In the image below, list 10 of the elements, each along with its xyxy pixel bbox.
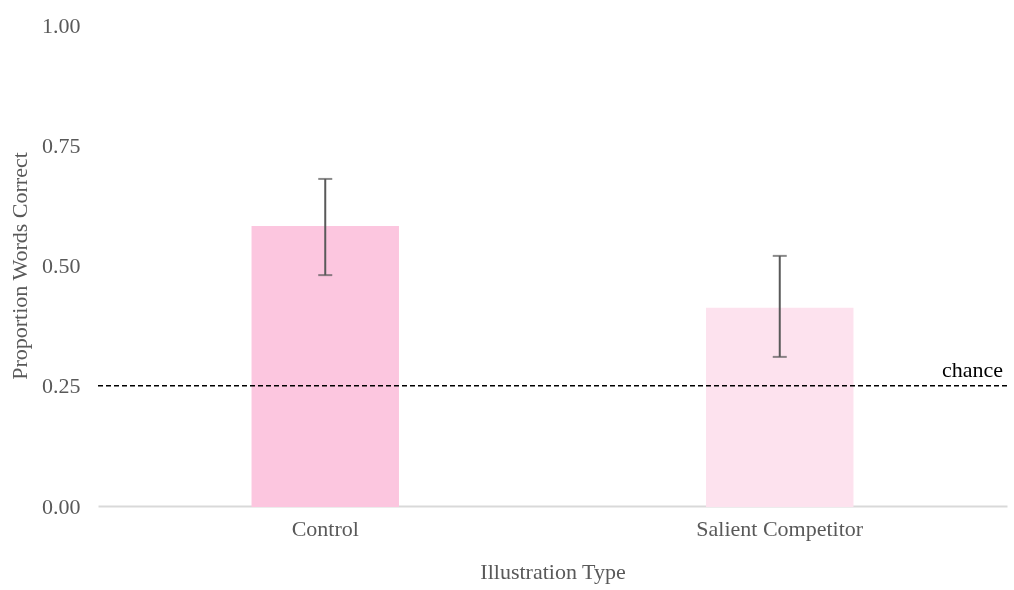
y-tick-label: 0.25 xyxy=(42,373,81,399)
y-tick-label: 1.00 xyxy=(42,12,81,38)
y-tick-label: 0.75 xyxy=(42,132,81,158)
x-axis-title: Illustration Type xyxy=(480,558,626,584)
y-axis-title: Proportion Words Correct xyxy=(7,152,32,380)
ref-line-label: chance xyxy=(941,356,1003,382)
x-tick-label: Control xyxy=(291,515,359,541)
x-tick-label: Salient Competitor xyxy=(696,515,864,541)
y-tick-label: 0.00 xyxy=(42,493,81,519)
y-tick-label: 0.50 xyxy=(42,253,81,278)
